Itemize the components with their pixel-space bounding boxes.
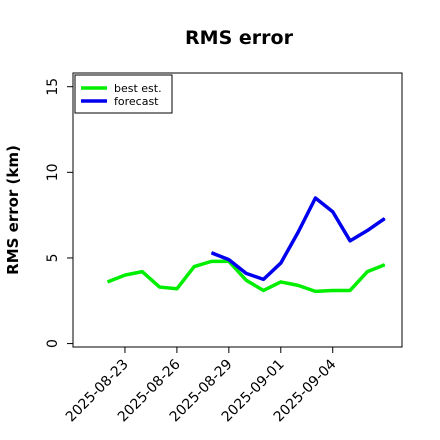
data-point-0 (124, 274, 126, 276)
data-point-0 (193, 266, 195, 268)
x-axis: 2025-08-232025-08-262025-08-292025-09-01… (63, 347, 340, 425)
data-point-1 (228, 259, 230, 261)
data-point-0 (159, 286, 161, 288)
data-point-1 (349, 240, 351, 242)
data-point-0 (349, 289, 351, 291)
y-axis: 0 5 10 15 (45, 78, 73, 348)
data-point-0 (141, 271, 143, 273)
data-point-1 (297, 231, 299, 233)
y-tick-label: 5 (45, 253, 61, 262)
data-point-1 (280, 262, 282, 264)
data-point-0 (314, 290, 316, 292)
data-point-1 (211, 252, 213, 254)
data-point-1 (332, 211, 334, 213)
series-line-1 (210, 196, 386, 282)
legend-box (74, 74, 173, 114)
data-point-1 (366, 230, 368, 232)
series-line-0 (106, 259, 386, 294)
data-point-0 (176, 288, 178, 290)
data-point-0 (245, 279, 247, 281)
data-point-0 (384, 264, 386, 266)
legend-label: best est. (114, 82, 162, 95)
y-axis-label: RMS error (km) (4, 145, 22, 275)
y-tick-label: 10 (45, 163, 61, 181)
data-point-0 (366, 271, 368, 273)
data-point-0 (262, 289, 264, 291)
data-point-0 (297, 284, 299, 286)
chart-title: RMS error (185, 27, 294, 49)
plot-frame (72, 72, 403, 348)
series-group (106, 196, 386, 294)
y-tick-label: 15 (45, 78, 61, 96)
data-point-0 (211, 260, 213, 262)
legend: best est.forecast (74, 74, 173, 114)
data-point-0 (332, 289, 334, 291)
data-point-1 (245, 272, 247, 274)
data-point-1 (262, 278, 264, 280)
data-point-1 (384, 218, 386, 220)
legend-label: forecast (114, 95, 159, 108)
y-tick-label: 0 (45, 339, 61, 348)
data-point-0 (280, 281, 282, 283)
data-point-0 (107, 281, 109, 283)
data-point-1 (314, 197, 316, 199)
